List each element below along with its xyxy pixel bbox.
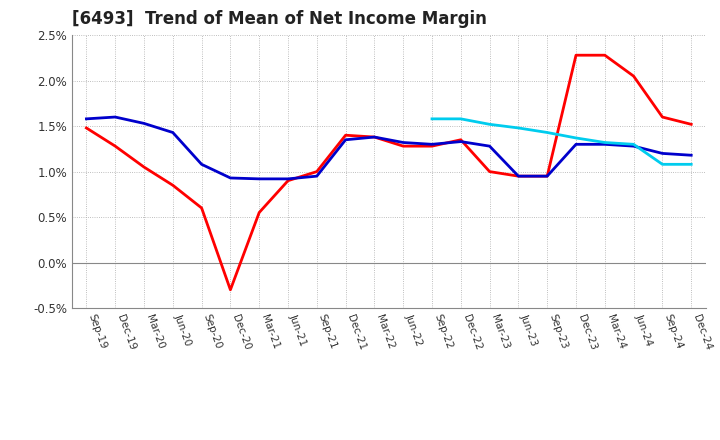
5 Years <box>312 173 321 179</box>
3 Years <box>572 52 580 58</box>
3 Years <box>370 134 379 139</box>
7 Years <box>658 161 667 167</box>
5 Years <box>687 153 696 158</box>
5 Years <box>629 143 638 149</box>
3 Years <box>658 114 667 120</box>
5 Years <box>341 137 350 143</box>
7 Years <box>485 122 494 127</box>
7 Years <box>514 125 523 131</box>
5 Years <box>600 142 609 147</box>
3 Years <box>687 122 696 127</box>
5 Years <box>82 116 91 121</box>
5 Years <box>428 142 436 147</box>
7 Years <box>543 130 552 135</box>
5 Years <box>399 140 408 145</box>
5 Years <box>284 176 292 182</box>
5 Years <box>197 161 206 167</box>
Line: 7 Years: 7 Years <box>432 119 691 164</box>
3 Years <box>456 137 465 143</box>
5 Years <box>514 173 523 179</box>
5 Years <box>140 121 148 126</box>
3 Years <box>341 132 350 138</box>
5 Years <box>572 142 580 147</box>
5 Years <box>168 130 177 135</box>
3 Years <box>226 287 235 293</box>
5 Years <box>370 134 379 139</box>
3 Years <box>600 52 609 58</box>
7 Years <box>600 140 609 145</box>
5 Years <box>226 175 235 180</box>
3 Years <box>284 178 292 183</box>
Line: 3 Years: 3 Years <box>86 55 691 290</box>
3 Years <box>111 143 120 149</box>
7 Years <box>629 142 638 147</box>
3 Years <box>140 165 148 170</box>
3 Years <box>399 143 408 149</box>
5 Years <box>543 173 552 179</box>
Line: 5 Years: 5 Years <box>86 117 691 179</box>
3 Years <box>255 210 264 215</box>
5 Years <box>456 139 465 144</box>
7 Years <box>456 116 465 121</box>
3 Years <box>82 125 91 131</box>
3 Years <box>312 169 321 174</box>
7 Years <box>687 161 696 167</box>
7 Years <box>572 136 580 141</box>
3 Years <box>629 73 638 79</box>
5 Years <box>255 176 264 182</box>
3 Years <box>168 183 177 188</box>
3 Years <box>197 205 206 211</box>
5 Years <box>658 151 667 156</box>
5 Years <box>485 143 494 149</box>
3 Years <box>514 173 523 179</box>
5 Years <box>111 114 120 120</box>
Text: [6493]  Trend of Mean of Net Income Margin: [6493] Trend of Mean of Net Income Margi… <box>72 10 487 28</box>
3 Years <box>428 143 436 149</box>
7 Years <box>428 116 436 121</box>
3 Years <box>543 173 552 179</box>
3 Years <box>485 169 494 174</box>
